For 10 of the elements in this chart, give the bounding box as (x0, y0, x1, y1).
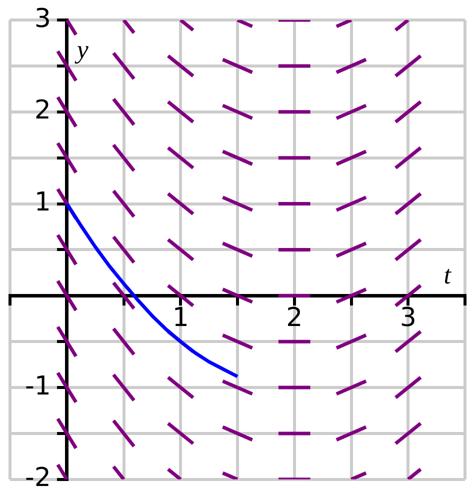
x-tick-label: 3 (400, 302, 416, 333)
y-axis-title: y (74, 34, 89, 64)
y-tick-label: 1 (34, 188, 51, 218)
y-tick-label: -2 (24, 463, 51, 494)
x-tick-label: 1 (172, 302, 189, 333)
x-axis-title: t (444, 260, 452, 290)
y-tick-label: 3 (34, 4, 51, 34)
x-tick-label: 2 (286, 302, 303, 333)
y-tick-label: 2 (34, 96, 51, 126)
y-tick-label: -1 (24, 371, 51, 402)
